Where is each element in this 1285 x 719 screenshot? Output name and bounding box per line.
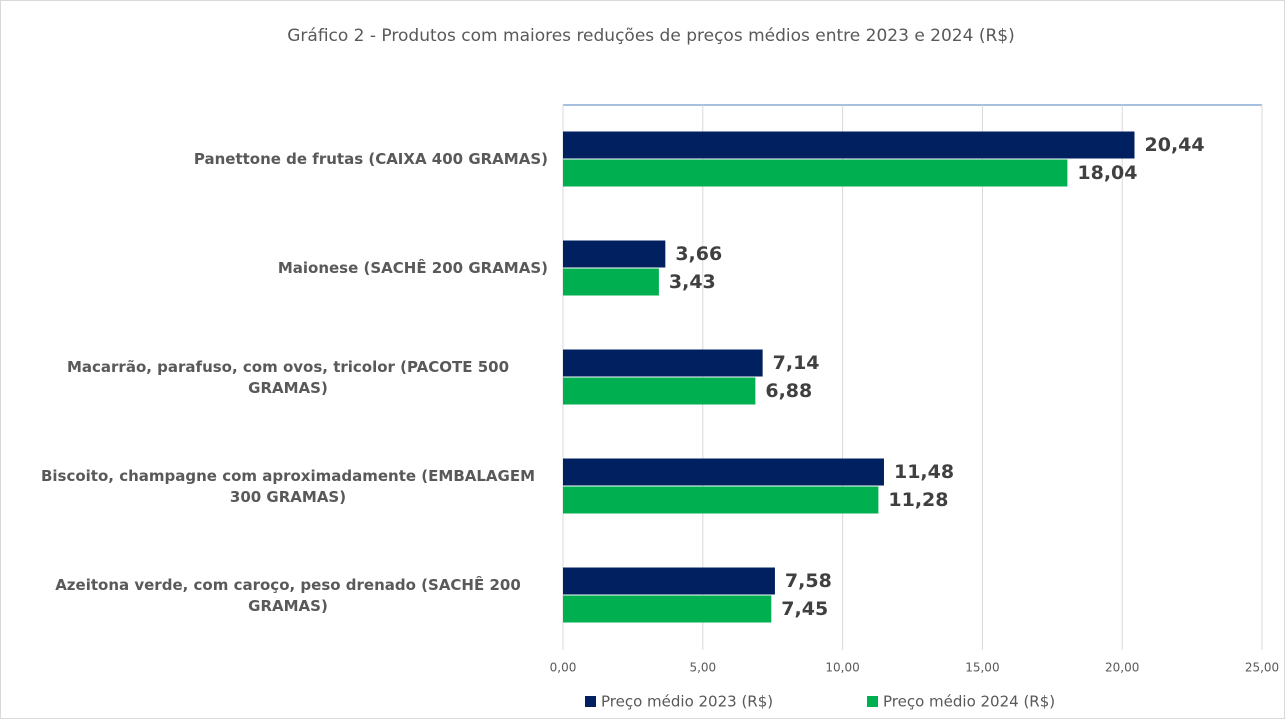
category-text: Maionese (SACHÊ 200 GRAMAS): [277, 259, 548, 277]
category-label: Biscoito, champagne com aproximadamente …: [0, 457, 548, 517]
data-label: 18,04: [1077, 162, 1137, 184]
category-text: Panettone de frutas (CAIXA 400 GRAMAS): [193, 150, 548, 168]
bar: [563, 377, 756, 405]
data-label: 3,66: [675, 243, 722, 265]
category-label: Panettone de frutas (CAIXA 400 GRAMAS): [0, 130, 548, 190]
data-label: 7,14: [773, 352, 820, 374]
x-tick-label: 0,00: [550, 661, 577, 675]
x-tick-label: 25,00: [1245, 661, 1279, 675]
x-tick-label: 5,00: [689, 661, 716, 675]
bar: [563, 131, 1135, 159]
data-label: 7,58: [785, 570, 832, 592]
category-text: Azeitona verde, com caroço, peso drenado…: [55, 575, 521, 615]
x-tick-label: 15,00: [965, 661, 999, 675]
data-label: 6,88: [765, 380, 812, 402]
category-label: Maionese (SACHÊ 200 GRAMAS): [0, 239, 548, 299]
category-text: Macarrão, parafuso, com ovos, tricolor (…: [66, 357, 510, 397]
bar: [563, 240, 666, 268]
bar: [563, 159, 1068, 187]
category-label: Azeitona verde, com caroço, peso drenado…: [0, 566, 548, 626]
legend-swatch: [867, 696, 878, 707]
category-label: Macarrão, parafuso, com ovos, tricolor (…: [0, 348, 548, 408]
category-text: Biscoito, champagne com aproximadamente …: [40, 466, 536, 506]
bar: [563, 567, 775, 595]
bar: [563, 349, 763, 377]
legend-swatch: [585, 696, 596, 707]
bar: [563, 595, 772, 623]
x-tick-label: 20,00: [1105, 661, 1139, 675]
data-label: 20,44: [1145, 134, 1205, 156]
data-label: 3,43: [669, 271, 716, 293]
data-label: 7,45: [781, 598, 828, 620]
bar: [563, 458, 884, 486]
data-label: 11,28: [888, 489, 948, 511]
x-tick-label: 10,00: [825, 661, 859, 675]
chart-title: Gráfico 2 - Produtos com maiores reduçõe…: [287, 26, 1015, 46]
bar: [563, 268, 659, 296]
legend-label: Preço médio 2023 (R$): [601, 693, 773, 711]
legend-label: Preço médio 2024 (R$): [883, 693, 1055, 711]
data-label: 11,48: [894, 461, 954, 483]
bar: [563, 486, 879, 514]
